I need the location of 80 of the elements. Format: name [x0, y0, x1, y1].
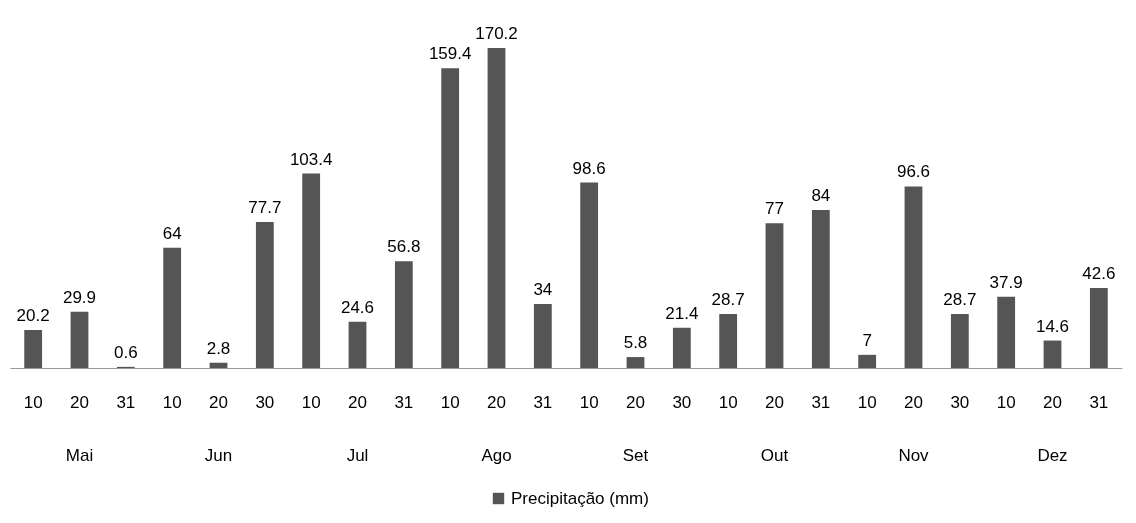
text: Ago [481, 446, 512, 465]
x-tick-label: 31 [116, 392, 136, 412]
data-label: 2.8 [206, 338, 231, 358]
bar [811, 210, 830, 368]
data-label: 159.4 [428, 44, 472, 64]
data-label: 24.6 [340, 297, 375, 317]
data-label: 5.8 [623, 333, 648, 353]
x-tick-label: 20 [904, 392, 923, 412]
bar [997, 296, 1016, 368]
data-label: 14.6 [1035, 316, 1070, 336]
data-label: 96.6 [896, 162, 931, 182]
text: Out [760, 446, 789, 465]
x-tick-label: 31 [533, 392, 553, 412]
bar [950, 314, 969, 368]
x-tick-label: 10 [857, 392, 877, 412]
data-label: 28.7 [943, 290, 977, 310]
bar [348, 321, 367, 368]
bar [858, 354, 877, 368]
text: Mai [65, 446, 94, 465]
x-tick-label: 20 [348, 392, 367, 412]
data-label: 56.8 [387, 237, 421, 257]
x-tick-label: 10 [23, 392, 43, 412]
data-label: 84 [811, 186, 831, 206]
x-tick-label: 10 [579, 392, 599, 412]
data-label: 64 [162, 223, 182, 243]
x-tick-label: 20 [1043, 392, 1062, 412]
bar [163, 247, 182, 368]
x-tick-label: 30 [255, 392, 275, 412]
x-tick-label: 20 [765, 392, 784, 412]
x-tick-label: 20 [209, 392, 228, 412]
text: Nov [898, 446, 930, 465]
x-tick-label: 10 [996, 392, 1016, 412]
x-tick-label: 10 [301, 392, 321, 412]
x-tick-label: 10 [718, 392, 738, 412]
text: Jul [346, 446, 369, 465]
x-tick-label: 31 [811, 392, 831, 412]
bar [580, 182, 599, 368]
data-label: 28.7 [711, 290, 745, 310]
data-label: 42.6 [1082, 263, 1116, 283]
data-label: 103.4 [289, 149, 333, 169]
bar [302, 173, 321, 368]
bar [533, 304, 552, 368]
data-label: 170.2 [475, 24, 518, 43]
bar [765, 223, 784, 368]
data-label: 77.7 [248, 197, 282, 217]
bar [70, 311, 89, 368]
data-label: 21.4 [665, 303, 699, 323]
text: Dez [1037, 446, 1068, 465]
bar [904, 186, 923, 368]
bar [1043, 340, 1062, 368]
x-tick-label: 10 [440, 392, 460, 412]
data-label: 37.9 [989, 272, 1023, 292]
data-label: 77 [765, 199, 784, 219]
bar [209, 362, 228, 368]
x-tick-label: 20 [70, 392, 89, 412]
bar [1089, 287, 1108, 368]
bar [626, 357, 645, 368]
x-tick-label: 31 [394, 392, 414, 412]
x-tick-label: 31 [1089, 392, 1109, 412]
data-label: 34 [533, 280, 553, 300]
text: Jun [204, 446, 233, 465]
bar [719, 314, 738, 368]
bar [24, 330, 43, 368]
bar [441, 68, 460, 368]
bar [487, 48, 506, 368]
data-label: 98.6 [572, 158, 606, 178]
x-tick-label: 30 [950, 392, 970, 412]
data-label: 20.2 [16, 306, 50, 326]
data-label: 0.6 [114, 342, 138, 362]
bar [394, 261, 413, 368]
x-tick-label: 20 [487, 392, 506, 412]
x-tick-label: 10 [162, 392, 182, 412]
x-tick-label: 30 [672, 392, 692, 412]
bar [255, 221, 274, 368]
bar [672, 327, 691, 368]
data-label: 7 [862, 330, 872, 350]
text: Set [622, 446, 649, 465]
x-tick-label: 20 [626, 392, 645, 412]
legend-label: Precipitação (mm) [511, 488, 649, 508]
data-label: 29.9 [62, 287, 97, 307]
